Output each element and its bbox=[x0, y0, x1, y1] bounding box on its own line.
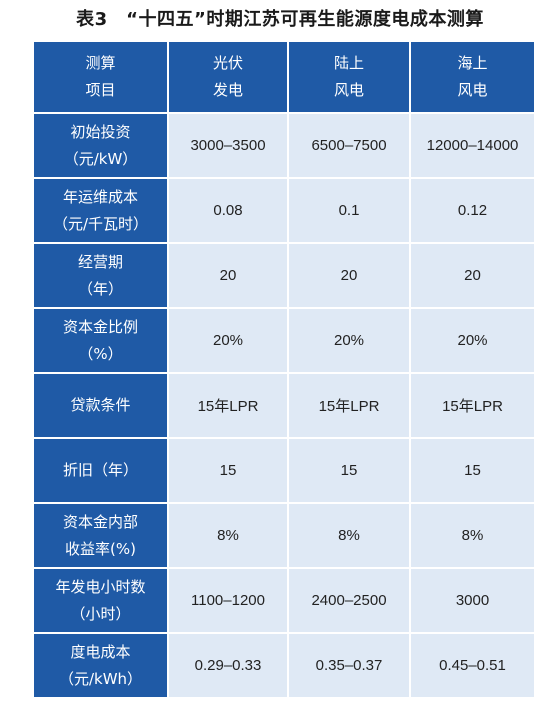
row-label-line: 年发电小时数 bbox=[55, 577, 146, 596]
row-label: 资本金比例 （%） bbox=[32, 307, 169, 374]
table-cell: 20 bbox=[287, 242, 411, 309]
table-cell: 0.08 bbox=[167, 177, 289, 244]
column-header-line: 海上 bbox=[457, 54, 488, 72]
table-row: 年发电小时数 （小时） 1100–1200 2400–2500 3000 bbox=[32, 567, 536, 634]
table-title: 表3 “十四五”时期江苏可再生能源度电成本测算 bbox=[76, 9, 484, 30]
table-cell: 20 bbox=[167, 242, 289, 309]
table-cell: 8% bbox=[409, 502, 536, 569]
row-label: 年发电小时数 （小时） bbox=[32, 567, 169, 634]
column-header-onshore-wind: 陆上 风电 bbox=[287, 40, 411, 114]
table-row: 贷款条件 15年LPR 15年LPR 15年LPR bbox=[32, 372, 536, 439]
table-cell: 20% bbox=[167, 307, 289, 374]
table-cell: 20% bbox=[409, 307, 536, 374]
table-cell: 0.1 bbox=[287, 177, 411, 244]
table-row: 初始投资 （元/kW） 3000–3500 6500–7500 12000–14000 bbox=[32, 112, 536, 179]
table-cell: 0.45–0.51 bbox=[409, 632, 536, 699]
row-label-line: （小时） bbox=[70, 604, 131, 623]
table-row: 折旧（年） 15 15 15 bbox=[32, 437, 536, 504]
table-cell: 15年LPR bbox=[287, 372, 411, 439]
table-cell: 2400–2500 bbox=[287, 567, 411, 634]
table-cell: 20 bbox=[409, 242, 536, 309]
table-row: 资本金内部 收益率(%) 8% 8% 8% bbox=[32, 502, 536, 569]
table-cell: 8% bbox=[167, 502, 289, 569]
row-label-line: （%） bbox=[78, 344, 123, 363]
row-label: 贷款条件 bbox=[32, 372, 169, 439]
row-label-line: （元/kWh） bbox=[58, 669, 143, 688]
table-row: 度电成本 （元/kWh） 0.29–0.33 0.35–0.37 0.45–0.51 bbox=[32, 632, 536, 699]
table-cell: 3000–3500 bbox=[167, 112, 289, 179]
row-label-line: 收益率(%) bbox=[65, 539, 136, 558]
row-label-line: （元/千瓦时） bbox=[52, 214, 149, 233]
table-cell: 12000–14000 bbox=[409, 112, 536, 179]
table-cell: 8% bbox=[287, 502, 411, 569]
row-label-line: 度电成本 bbox=[70, 642, 131, 661]
column-header-line: 风电 bbox=[333, 81, 364, 99]
cost-table: 测算 项目 光伏 发电 陆上 风电 海上 风电 初始投资 （元/kW） 3000–3… bbox=[32, 40, 536, 699]
corner-line: 测算 bbox=[85, 54, 116, 72]
table-cell: 6500–7500 bbox=[287, 112, 411, 179]
column-header-line: 陆上 bbox=[333, 54, 364, 72]
table-row: 年运维成本 （元/千瓦时） 0.08 0.1 0.12 bbox=[32, 177, 536, 244]
table-cell: 15 bbox=[287, 437, 411, 504]
table-row: 资本金比例 （%） 20% 20% 20% bbox=[32, 307, 536, 374]
table-cell: 0.29–0.33 bbox=[167, 632, 289, 699]
row-label: 度电成本 （元/kWh） bbox=[32, 632, 169, 699]
table-cell: 0.12 bbox=[409, 177, 536, 244]
row-label: 年运维成本 （元/千瓦时） bbox=[32, 177, 169, 244]
row-label: 经营期 （年） bbox=[32, 242, 169, 309]
table-cell: 0.35–0.37 bbox=[287, 632, 411, 699]
row-label-line: （元/kW） bbox=[63, 149, 138, 168]
row-label-line: 贷款条件 bbox=[70, 396, 131, 414]
table-cell: 3000 bbox=[409, 567, 536, 634]
row-label: 折旧（年） bbox=[32, 437, 169, 504]
table-cell: 15 bbox=[167, 437, 289, 504]
row-label: 资本金内部收益率(%) bbox=[32, 502, 169, 569]
table-body: 初始投资 （元/kW） 3000–3500 6500–7500 12000–14000 年… bbox=[32, 112, 536, 699]
row-label-line: 资本金内部 bbox=[62, 512, 138, 531]
column-header-line: 发电 bbox=[212, 81, 243, 99]
row-label: 初始投资 （元/kW） bbox=[32, 112, 169, 179]
header-row: 测算 项目 光伏 发电 陆上 风电 海上 风电 bbox=[32, 40, 536, 114]
row-label-line: 资本金比例 bbox=[62, 317, 138, 336]
row-label-line: 年运维成本 bbox=[62, 187, 138, 206]
column-header-line: 风电 bbox=[457, 81, 488, 99]
column-header-offshore-wind: 海上 风电 bbox=[409, 40, 536, 114]
row-label-line: 折旧（年） bbox=[62, 461, 138, 479]
column-header-solar: 光伏 发电 bbox=[167, 40, 289, 114]
row-label-line: 经营期 bbox=[77, 252, 123, 271]
table-row: 经营期 （年） 20 20 20 bbox=[32, 242, 536, 309]
table-cell: 1100–1200 bbox=[167, 567, 289, 634]
row-label-line: 初始投资 bbox=[70, 122, 131, 141]
corner-header: 测算 项目 bbox=[32, 40, 169, 114]
column-header-line: 光伏 bbox=[212, 54, 243, 72]
table-cell: 15年LPR bbox=[167, 372, 289, 439]
table-cell: 15 bbox=[409, 437, 536, 504]
corner-line: 项目 bbox=[85, 81, 116, 99]
table-cell: 15年LPR bbox=[409, 372, 536, 439]
table-cell: 20% bbox=[287, 307, 411, 374]
row-label-line: （年） bbox=[77, 279, 123, 298]
